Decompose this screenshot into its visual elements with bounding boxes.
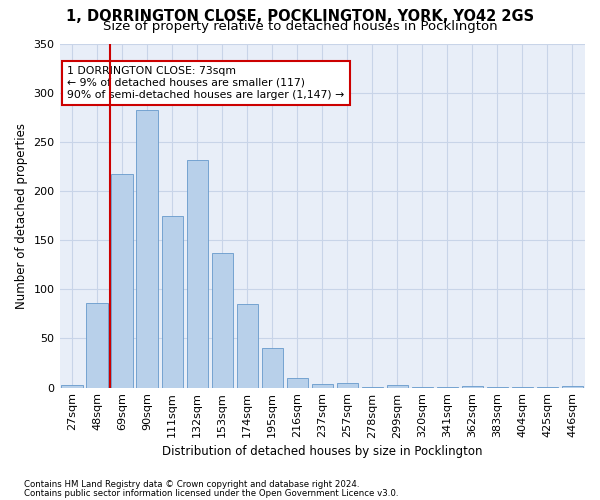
Text: Contains public sector information licensed under the Open Government Licence v3: Contains public sector information licen… bbox=[24, 488, 398, 498]
Bar bbox=[112, 174, 133, 388]
Bar bbox=[337, 382, 358, 388]
Bar bbox=[287, 378, 308, 388]
Bar bbox=[262, 348, 283, 388]
Bar bbox=[236, 304, 258, 388]
Bar bbox=[311, 384, 333, 388]
X-axis label: Distribution of detached houses by size in Pocklington: Distribution of detached houses by size … bbox=[162, 444, 482, 458]
Bar bbox=[212, 253, 233, 388]
Y-axis label: Number of detached properties: Number of detached properties bbox=[15, 123, 28, 309]
Bar bbox=[387, 384, 408, 388]
Bar bbox=[61, 384, 83, 388]
Text: Contains HM Land Registry data © Crown copyright and database right 2024.: Contains HM Land Registry data © Crown c… bbox=[24, 480, 359, 489]
Bar bbox=[462, 386, 483, 388]
Bar bbox=[412, 386, 433, 388]
Text: 1 DORRINGTON CLOSE: 73sqm
← 9% of detached houses are smaller (117)
90% of semi-: 1 DORRINGTON CLOSE: 73sqm ← 9% of detach… bbox=[67, 66, 344, 100]
Text: 1, DORRINGTON CLOSE, POCKLINGTON, YORK, YO42 2GS: 1, DORRINGTON CLOSE, POCKLINGTON, YORK, … bbox=[66, 9, 534, 24]
Bar bbox=[362, 386, 383, 388]
Bar bbox=[437, 386, 458, 388]
Bar bbox=[161, 216, 183, 388]
Bar bbox=[136, 110, 158, 388]
Bar bbox=[86, 303, 108, 388]
Bar bbox=[187, 160, 208, 388]
Bar bbox=[562, 386, 583, 388]
Bar bbox=[537, 386, 558, 388]
Text: Size of property relative to detached houses in Pocklington: Size of property relative to detached ho… bbox=[103, 20, 497, 33]
Bar bbox=[512, 386, 533, 388]
Bar bbox=[487, 386, 508, 388]
